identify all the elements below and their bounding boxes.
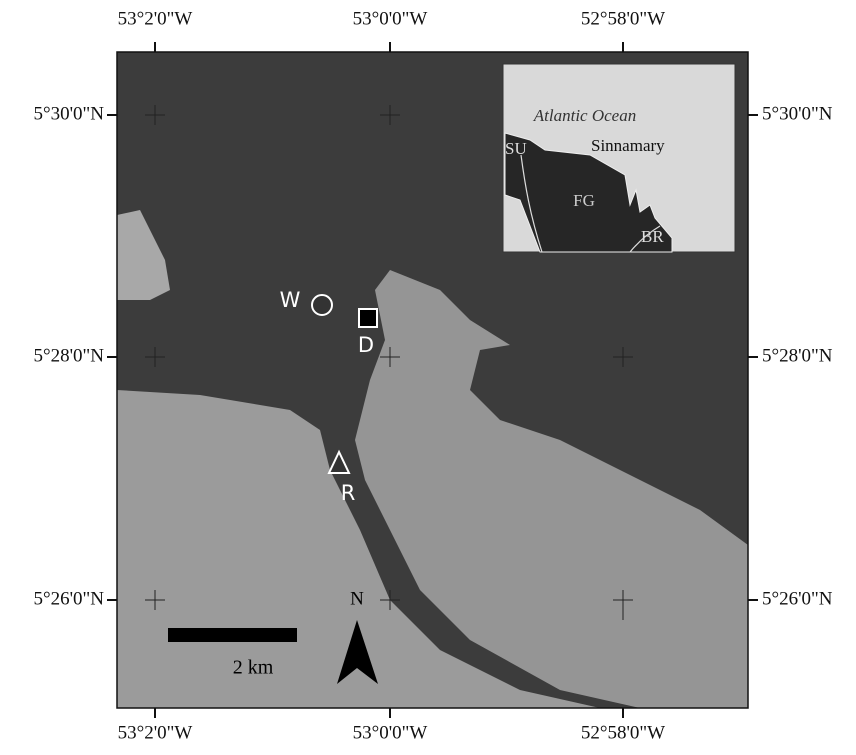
site-marker [327, 449, 351, 474]
inset-map: Atlantic Ocean SU Sinnamary FG BR [502, 63, 736, 253]
inset-land [504, 132, 673, 253]
lon-label: 52°58'0"W [581, 8, 665, 29]
inset-label: Sinnamary [591, 136, 665, 155]
lon-label: 53°2'0"W [118, 722, 193, 743]
lat-label: 5°28'0"N [762, 345, 833, 366]
map-frame [116, 51, 749, 709]
lon-label: 53°0'0"W [353, 8, 428, 29]
lon-label: 53°0'0"W [353, 722, 428, 743]
lat-label: 5°26'0"N [762, 588, 833, 609]
site-label: R [341, 481, 356, 505]
site-label: D [358, 333, 374, 357]
frame-ticks [107, 42, 758, 718]
site-marker [311, 294, 333, 316]
inset-title: Atlantic Ocean [533, 106, 636, 125]
inset-label: BR [641, 227, 664, 246]
inset-label: FG [573, 191, 595, 210]
lat-label: 5°26'0"N [34, 588, 105, 609]
lon-label: 52°58'0"W [581, 722, 665, 743]
scale-bar [168, 628, 297, 642]
lon-label: 53°2'0"W [118, 8, 193, 29]
lat-label: 5°30'0"N [34, 103, 105, 124]
lat-label: 5°28'0"N [34, 345, 105, 366]
lat-label: 5°30'0"N [762, 103, 833, 124]
north-arrow [337, 620, 378, 684]
land-right [355, 270, 748, 708]
scale-label: 2 km [233, 657, 274, 679]
inset-border [520, 154, 661, 253]
inset-label: SU [505, 139, 527, 158]
site-marker [358, 308, 378, 328]
island [117, 210, 170, 300]
site-label: W [280, 288, 301, 312]
north-label: N [350, 588, 364, 609]
